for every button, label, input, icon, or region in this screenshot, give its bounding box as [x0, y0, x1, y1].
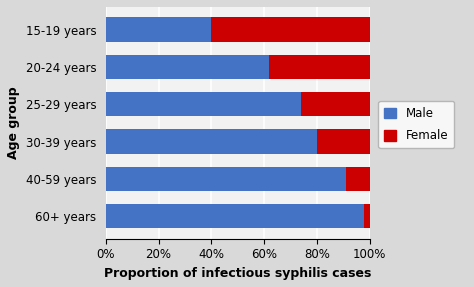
- Bar: [269, 55, 370, 79]
- Legend: Male, Female: Male, Female: [378, 101, 454, 148]
- Bar: [106, 18, 211, 42]
- Bar: [346, 167, 370, 191]
- Bar: [365, 204, 370, 228]
- Bar: [106, 204, 365, 228]
- Bar: [106, 55, 269, 79]
- Bar: [106, 167, 346, 191]
- Y-axis label: Age group: Age group: [7, 87, 20, 159]
- Bar: [106, 129, 317, 154]
- Bar: [211, 18, 370, 42]
- Bar: [301, 92, 370, 116]
- X-axis label: Proportion of infectious syphilis cases: Proportion of infectious syphilis cases: [104, 267, 372, 280]
- Bar: [317, 129, 370, 154]
- Bar: [106, 92, 301, 116]
